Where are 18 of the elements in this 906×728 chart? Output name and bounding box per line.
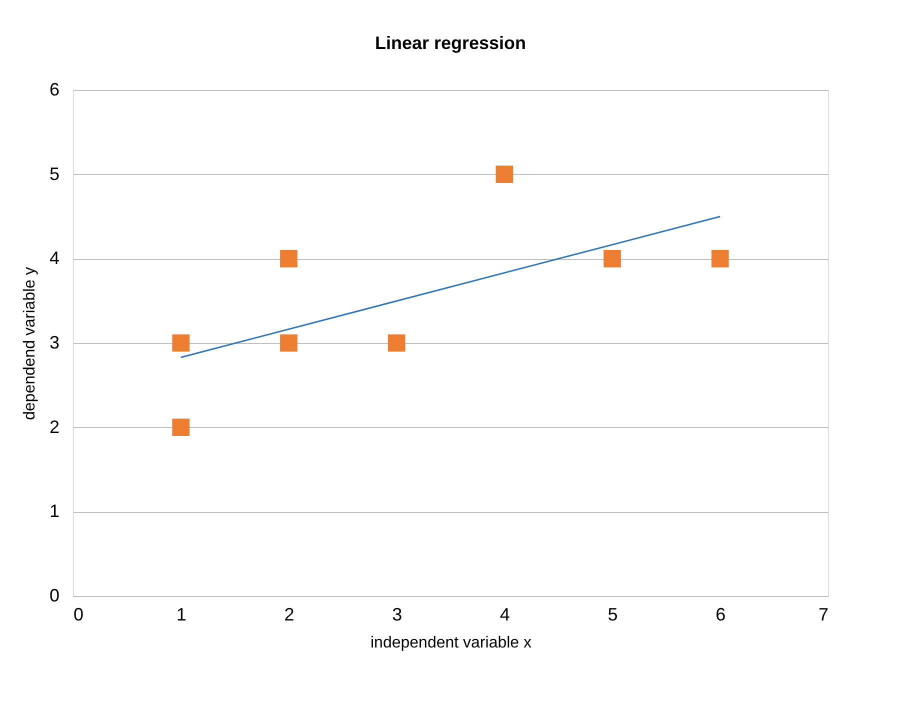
x-axis-title: independent variable x — [370, 634, 532, 652]
y-axis-title: dependend variable y — [21, 266, 38, 420]
y-tick-label: 5 — [49, 164, 60, 184]
x-tick-label: 7 — [818, 604, 828, 624]
y-tick-label: 0 — [49, 586, 60, 606]
x-tick-label: 5 — [608, 604, 618, 624]
x-tick-label: 0 — [74, 604, 84, 624]
x-tick-label: 4 — [500, 604, 510, 624]
x-tick-label: 3 — [392, 604, 402, 624]
y-tick-label: 2 — [49, 416, 60, 437]
x-tick-label: 2 — [284, 604, 294, 624]
chart-title: Linear regression — [374, 33, 526, 53]
y-tick-label: 3 — [49, 332, 60, 352]
y-tick-label: 4 — [49, 248, 60, 268]
x-tick-label: 1 — [176, 604, 186, 624]
x-tick-label: 6 — [716, 604, 726, 624]
y-tick-label: 6 — [49, 80, 60, 100]
y-tick-label: 1 — [49, 501, 60, 522]
